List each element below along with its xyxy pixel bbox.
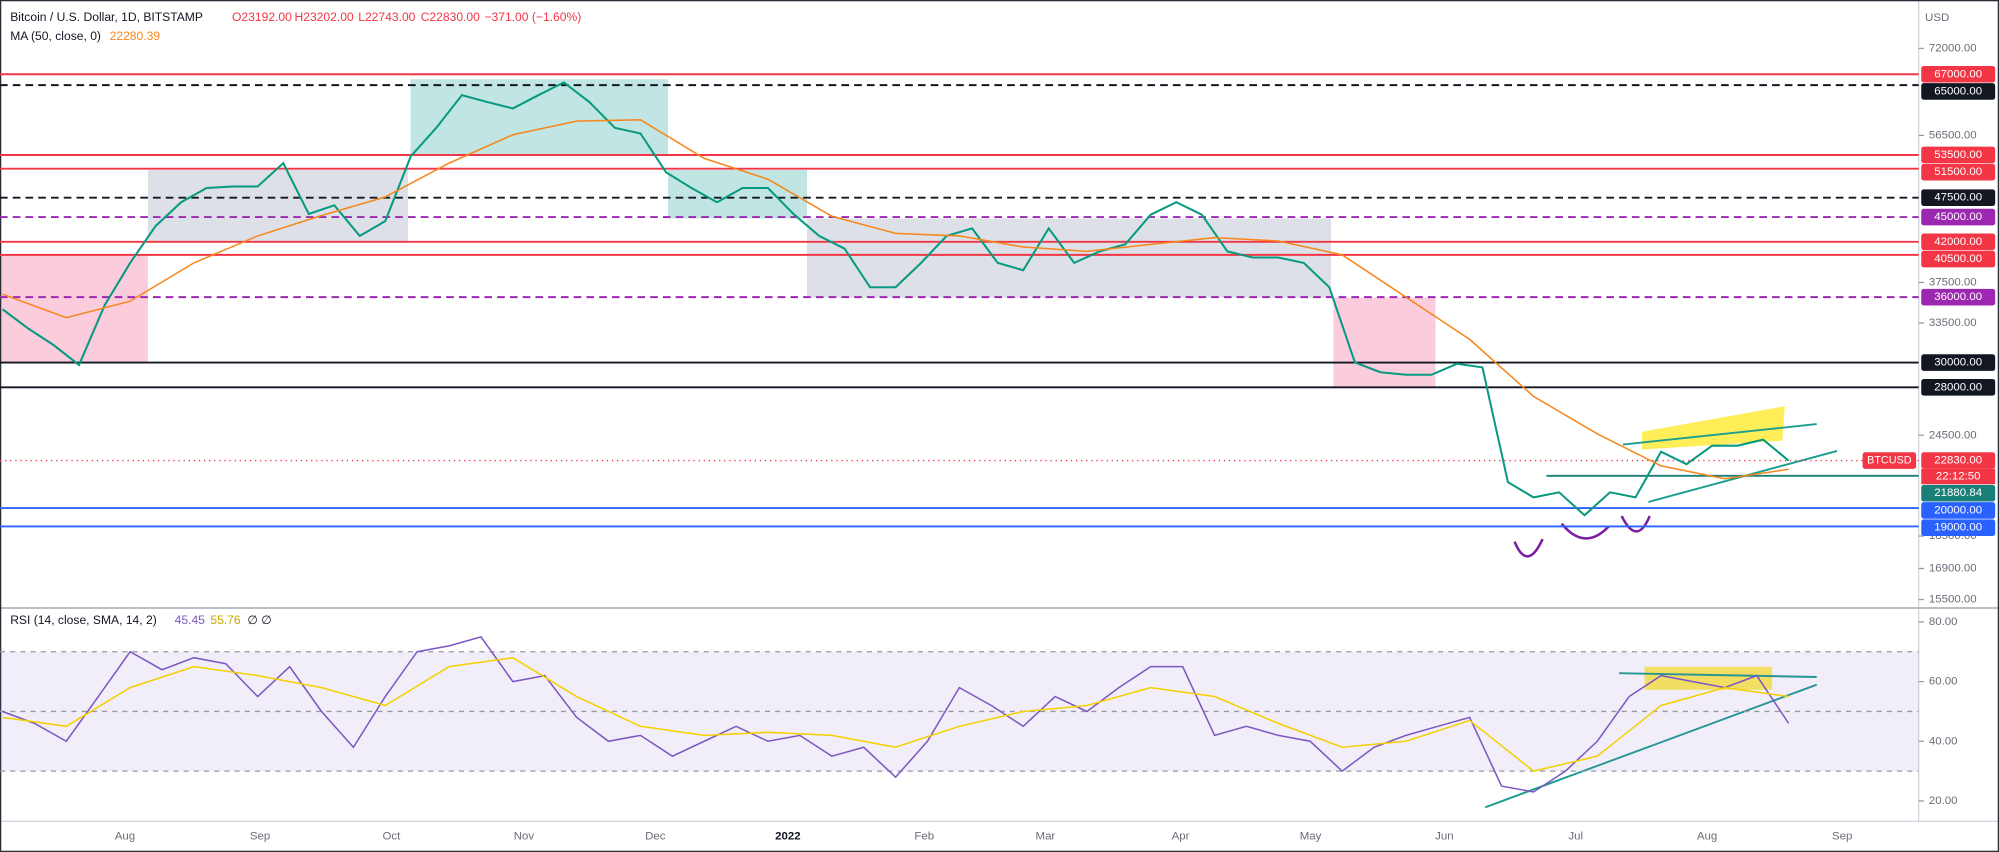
price-tag-label: 21880.84 [1934, 487, 1982, 499]
y-tick-label: 40.00 [1929, 735, 1958, 747]
currency: USD [1925, 12, 1949, 24]
price-tag [1921, 208, 1996, 226]
y-tick-label: 37500.00 [1929, 277, 1977, 289]
price-tag-label: 19000.00 [1934, 522, 1982, 534]
price-tag-label: 65000.00 [1934, 86, 1982, 98]
time-label: Aug [115, 831, 135, 843]
trend-line [1622, 423, 1817, 446]
price-tag [1921, 379, 1996, 396]
price-tag-label: 42000.00 [1934, 236, 1982, 248]
zone-box [668, 169, 807, 219]
time-label: Jul [1568, 831, 1583, 843]
symbol-tag-label: BTCUSD [1867, 454, 1912, 466]
price-tag [1921, 452, 1996, 469]
time-label: Feb [914, 831, 934, 843]
countdown: 22:12:50 [1936, 471, 1981, 483]
ohlc: C22830.00 [421, 10, 480, 24]
price-tag [1921, 233, 1996, 251]
price-tag [1921, 519, 1996, 536]
price-tag [1921, 163, 1996, 181]
price-tag-label: 30000.00 [1934, 357, 1982, 369]
price-tag [1921, 146, 1996, 164]
zone-box [806, 218, 1331, 298]
price-tag-label: 47500.00 [1934, 192, 1982, 204]
y-tick-label: 33500.00 [1929, 317, 1977, 329]
time-label: Dec [645, 831, 666, 843]
y-tick-label: 16900.00 [1929, 563, 1977, 575]
price-tag-label: 53500.00 [1934, 149, 1982, 161]
highlight [1644, 666, 1773, 690]
series-line [2, 656, 1789, 772]
y-tick-label: 72000.00 [1929, 42, 1977, 54]
arc [1513, 538, 1544, 558]
price-tag [1921, 83, 1996, 100]
symbol-tag [1862, 452, 1917, 469]
y-tick-label: 20.00 [1929, 795, 1958, 807]
price-tag-label: 51500.00 [1934, 166, 1982, 178]
price-tag [1921, 189, 1996, 206]
time-label: May [1300, 831, 1322, 843]
ohlc: O23192.00 [232, 10, 292, 24]
price-tag [1921, 288, 1996, 306]
price-tag-label: 22830.00 [1934, 455, 1982, 467]
price-tag-label: 36000.00 [1934, 291, 1982, 303]
zone-box [410, 79, 669, 156]
rsi-legend: RSI (14, close, SMA, 14, 2) [10, 613, 157, 627]
symbol: Bitcoin / U.S. Dollar, 1D, BITSTAMP [10, 10, 203, 24]
trend-line [1619, 672, 1817, 678]
arc [1560, 522, 1610, 540]
time-label: Aug [1697, 831, 1717, 843]
price-tag [1921, 354, 1996, 371]
ma-value: 22280.39 [110, 29, 161, 43]
series-line [2, 119, 1789, 480]
y-tick-label: 56500.00 [1929, 129, 1977, 141]
rsi-extra: ∅ ∅ [247, 613, 271, 627]
ohlc: H23202.00 [294, 10, 353, 24]
ohlc-change: −371.00 (−1.60%) [484, 10, 581, 24]
rsi-ma-value: 55.76 [210, 613, 241, 627]
series-line [1, 81, 1790, 517]
rsi-value: 45.45 [175, 613, 206, 627]
time-label: Oct [382, 831, 401, 843]
time-label: Jun [1435, 831, 1453, 843]
countdown-tag [1921, 468, 1996, 485]
price-tag-label: 67000.00 [1934, 68, 1982, 80]
time-label: Sep [250, 831, 270, 843]
price-tag [1921, 65, 1996, 83]
series-line [2, 636, 1790, 793]
price-tag [1921, 502, 1996, 519]
price-tag-label: 40500.00 [1934, 253, 1982, 265]
price-tag-label: 45000.00 [1934, 211, 1982, 223]
price-tag-label: 28000.00 [1934, 381, 1982, 393]
zone-box [147, 169, 408, 243]
y-tick-label: 80.00 [1929, 616, 1958, 628]
ma-legend: MA (50, close, 0) [10, 29, 101, 43]
time-label: 2022 [775, 831, 800, 843]
price-tag [1921, 250, 1996, 268]
time-label: Apr [1172, 831, 1190, 843]
y-tick-label: 15500.00 [1929, 594, 1977, 606]
ohlc: L22743.00 [358, 10, 415, 24]
arc [1620, 515, 1651, 533]
price-tag [1921, 484, 1996, 502]
time-label: Mar [1036, 831, 1056, 843]
time-label: Sep [1832, 831, 1852, 843]
price-tag-label: 20000.00 [1934, 504, 1982, 516]
y-tick-label: 24500.00 [1929, 429, 1977, 441]
y-tick-label: 60.00 [1929, 676, 1958, 688]
time-label: Nov [514, 831, 535, 843]
